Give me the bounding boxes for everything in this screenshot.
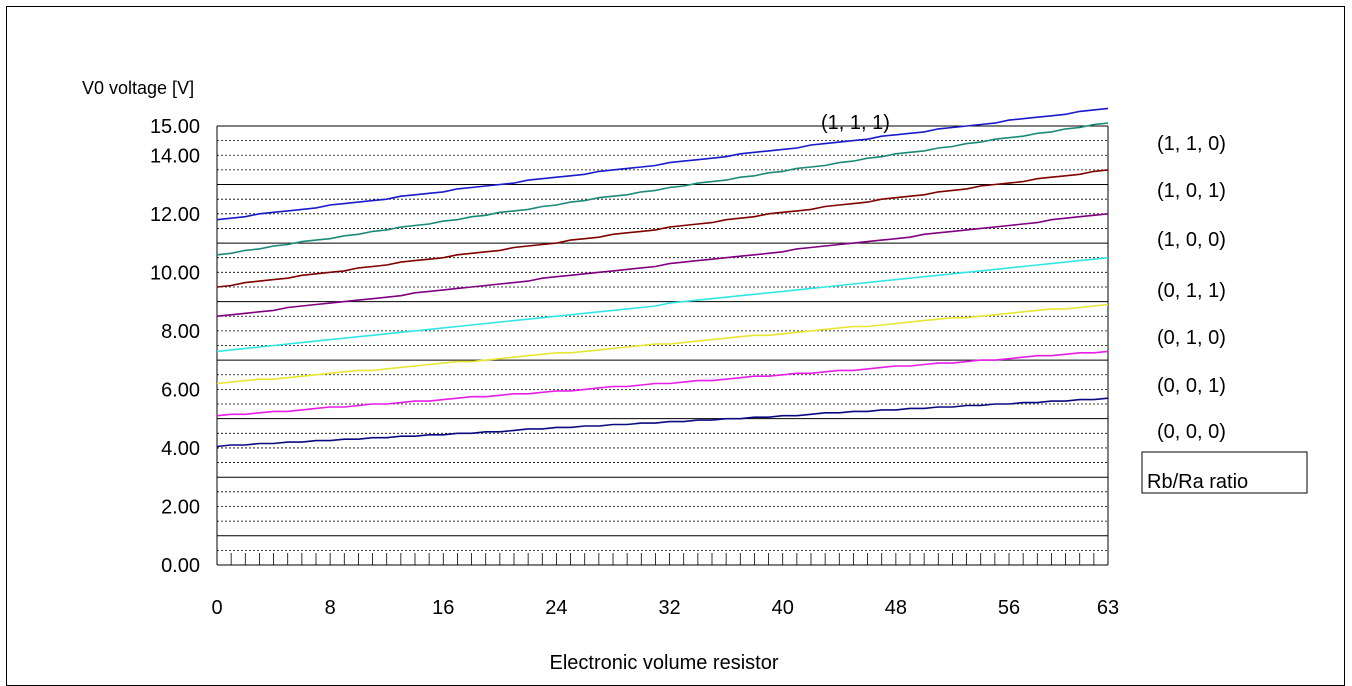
legend-label: (1, 0, 1) bbox=[1157, 180, 1226, 202]
x-tick-label: 63 bbox=[1097, 597, 1119, 619]
series-line bbox=[216, 397, 1109, 448]
legend-title: Rb/Ra ratio bbox=[1147, 471, 1248, 493]
legend-label: (0, 1, 1) bbox=[1157, 280, 1226, 302]
y-tick-label: 2.00 bbox=[161, 496, 200, 518]
x-tick-label: 40 bbox=[772, 597, 794, 619]
legend: Rb/Ra ratio (1, 1, 1) (1, 1, 0) (1, 0, 1) (… bbox=[821, 112, 1308, 494]
y-axis-title: V0 voltage [V] bbox=[82, 78, 194, 98]
series-line bbox=[216, 350, 1109, 417]
x-tick-label: 48 bbox=[885, 597, 907, 619]
y-tick-label: 12.00 bbox=[150, 204, 200, 226]
x-tick-label: 8 bbox=[325, 597, 336, 619]
x-axis-title: Electronic volume resistor bbox=[550, 652, 779, 674]
legend-label: (1, 1, 1) bbox=[821, 112, 890, 134]
y-tick-label: 0.00 bbox=[161, 555, 200, 577]
x-tick-label: 56 bbox=[998, 597, 1020, 619]
series-line bbox=[216, 107, 1109, 221]
chart-frame bbox=[6, 6, 1345, 686]
series-line bbox=[216, 256, 1109, 353]
gridlines bbox=[216, 125, 1109, 566]
series-lines bbox=[216, 107, 1109, 448]
series-line bbox=[216, 303, 1109, 385]
y-tick-label: 6.00 bbox=[161, 379, 200, 401]
y-tick-label: 4.00 bbox=[161, 438, 200, 460]
legend-label: (0, 0, 0) bbox=[1157, 421, 1226, 443]
x-tick-labels: 0 8 16 24 32 40 48 56 63 bbox=[211, 597, 1119, 619]
x-tick-label: 0 bbox=[211, 597, 222, 619]
y-tick-label: 14.00 bbox=[150, 145, 200, 167]
x-tick-label: 24 bbox=[545, 597, 567, 619]
y-tick-label: 8.00 bbox=[161, 321, 200, 343]
series-line bbox=[216, 213, 1109, 317]
x-tick-label: 16 bbox=[432, 597, 454, 619]
legend-label: (1, 1, 0) bbox=[1157, 133, 1226, 155]
legend-title-box bbox=[1141, 451, 1308, 494]
y-tick-labels: 0.00 2.00 4.00 6.00 8.00 10.00 12.00 14.00 15.00 bbox=[150, 116, 200, 577]
legend-label: (0, 1, 0) bbox=[1157, 327, 1226, 349]
series-line bbox=[216, 169, 1109, 288]
x-tick-label: 32 bbox=[658, 597, 680, 619]
y-tick-label: 15.00 bbox=[150, 116, 200, 138]
y-tick-label: 10.00 bbox=[150, 262, 200, 284]
legend-label: (1, 0, 0) bbox=[1157, 229, 1226, 251]
legend-label: (0, 0, 1) bbox=[1157, 375, 1226, 397]
series-line bbox=[216, 122, 1109, 256]
